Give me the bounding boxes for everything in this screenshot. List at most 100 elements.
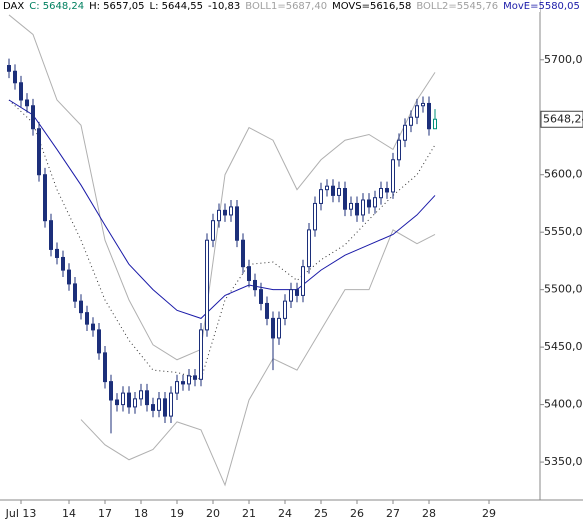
- y-tick-label: 5400,00: [544, 398, 583, 411]
- indicator-line: [80, 229, 436, 487]
- candle-body: [181, 381, 185, 385]
- candle-body: [25, 99, 29, 107]
- candle-body: [265, 302, 269, 319]
- candle-body: [403, 124, 407, 141]
- candle-body: [55, 248, 59, 258]
- candle-body: [409, 116, 413, 126]
- x-tick-label: 27: [386, 507, 400, 520]
- header-text: MovE=5580,05: [503, 1, 580, 12]
- last-price-label: 5648,24: [543, 112, 583, 125]
- indicator-line: [8, 99, 436, 380]
- candle-body: [235, 206, 239, 241]
- header-text: DAX: [3, 1, 24, 12]
- y-tick-label: 5350,00: [544, 455, 583, 468]
- candle-body: [211, 220, 215, 241]
- y-tick-label: 5600,00: [544, 168, 583, 181]
- candle-body: [241, 239, 245, 268]
- x-tick-label: 29: [482, 507, 496, 520]
- candle-body: [415, 105, 419, 118]
- candle-body: [427, 102, 431, 130]
- candle-body: [187, 375, 191, 385]
- candle-body: [49, 220, 53, 250]
- y-tick-label: 5500,00: [544, 283, 583, 296]
- candle-body: [19, 82, 23, 101]
- candle-body: [271, 317, 275, 339]
- header-text: MOVS=5616,58: [332, 1, 411, 12]
- candle-body: [433, 118, 437, 130]
- candle-body: [283, 300, 287, 319]
- x-tick-label: 28: [422, 507, 436, 520]
- candle-body: [157, 398, 161, 411]
- candle-body: [253, 279, 257, 291]
- header-text: C: 5648,24: [29, 1, 84, 12]
- x-tick-label: 17: [98, 507, 112, 520]
- candle-body: [391, 159, 395, 193]
- candle-body: [133, 398, 137, 408]
- indicator-line: [8, 99, 436, 319]
- candle-body: [379, 188, 383, 199]
- candle-body: [13, 70, 17, 84]
- candle-body: [349, 202, 353, 210]
- candle-body: [109, 381, 113, 401]
- candle-body: [175, 381, 179, 394]
- candle-body: [343, 188, 347, 210]
- y-tick-label: 5450,00: [544, 340, 583, 353]
- candle-body: [319, 189, 323, 204]
- x-tick-label: 26: [350, 507, 364, 520]
- candle-body: [331, 185, 335, 196]
- header-text: BOLL2=5545,76: [416, 1, 498, 12]
- candle-body: [205, 239, 209, 331]
- candle-body: [259, 289, 263, 304]
- candle-body: [169, 392, 173, 417]
- candle-body: [361, 199, 365, 216]
- candle-body: [421, 102, 425, 107]
- candle-body: [145, 390, 149, 406]
- x-tick-label: 20: [206, 507, 220, 520]
- candle-body: [127, 392, 131, 408]
- header-bg: [0, 0, 540, 12]
- candle-body: [199, 329, 203, 380]
- x-tick-label: Jul 13: [5, 507, 37, 520]
- candle-body: [37, 128, 41, 176]
- candle-body: [97, 329, 101, 354]
- y-tick-label: 5550,00: [544, 225, 583, 238]
- candle-body: [295, 289, 299, 296]
- candle-body: [313, 202, 317, 231]
- candle-body: [67, 269, 71, 285]
- candle-body: [373, 197, 377, 208]
- candle-body: [355, 202, 359, 216]
- candle-body: [61, 256, 65, 271]
- candle-body: [307, 229, 311, 268]
- x-tick-label: 21: [242, 507, 256, 520]
- header-text: BOLL1=5687,40: [245, 1, 327, 12]
- candle-body: [247, 266, 251, 281]
- candle-body: [367, 199, 371, 208]
- candle-body: [85, 312, 89, 325]
- candle-body: [43, 174, 47, 222]
- candle-body: [103, 352, 107, 383]
- candle-body: [79, 300, 83, 314]
- candle-body: [121, 392, 125, 406]
- candle-body: [115, 399, 119, 406]
- x-tick-label: 14: [62, 507, 76, 520]
- candle-body: [289, 289, 293, 302]
- candle-body: [7, 65, 11, 72]
- x-tick-label: 24: [278, 507, 292, 520]
- header-text: L: 5644,55: [150, 1, 203, 12]
- candle-body: [385, 188, 389, 193]
- header-text: H: 5657,05: [89, 1, 144, 12]
- header: DAX C: 5648,24 H: 5657,05 L: 5644,55 -10,83 B…: [0, 0, 580, 12]
- candle-body: [139, 390, 143, 400]
- candle-body: [301, 266, 305, 296]
- candle-body: [325, 185, 329, 191]
- y-tick-label: 5700,00: [544, 53, 583, 66]
- indicator-line: [8, 14, 436, 361]
- candle-body: [91, 323, 95, 331]
- x-tick-label: 25: [314, 507, 328, 520]
- candle-body: [31, 105, 35, 130]
- x-tick-label: 18: [134, 507, 148, 520]
- candle-body: [337, 188, 341, 196]
- candle-body: [277, 317, 281, 339]
